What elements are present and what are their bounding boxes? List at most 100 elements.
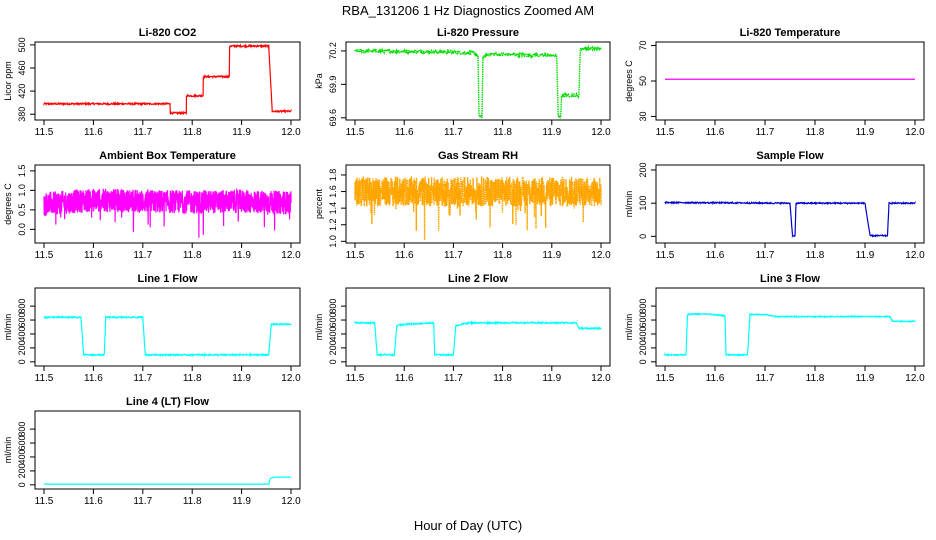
y-tick-label: 0 (638, 234, 648, 239)
panel-rh: Gas Stream RH percent 11.5 11.6 11.7 11.8 11.9… (314, 150, 611, 261)
y-tick-label: 70.2 (328, 42, 338, 60)
y-tick-label: 200 (17, 463, 27, 478)
series-line (43, 314, 292, 358)
x-tick-label: 11.7 (444, 373, 463, 384)
y-tick-label: 1.2 (328, 218, 338, 231)
x-tick-label: 12.0 (281, 250, 301, 261)
y-tick-label: 400 (328, 326, 338, 341)
y-tick-label: 200 (638, 340, 648, 355)
x-tick-label: 12.0 (905, 127, 925, 138)
panel-title: Li-820 Pressure (437, 27, 519, 39)
y-tick-label: 1.4 (328, 202, 338, 215)
x-tick-label: 11.8 (183, 127, 202, 138)
y-tick-label: 600 (17, 313, 27, 328)
x-tick-label: 11.8 (493, 250, 512, 261)
panel-title: Ambient Box Temperature (99, 150, 236, 162)
x-tick-label: 12.0 (905, 373, 925, 384)
plot-frame (345, 287, 611, 367)
x-tick-label: 11.7 (444, 127, 463, 138)
series-line (43, 43, 292, 116)
y-axis-label: Licor ppm (3, 61, 13, 101)
y-tick-label: 460 (17, 60, 27, 75)
y-tick-label: 800 (638, 299, 648, 314)
panel-title: Li-820 CO2 (139, 27, 196, 39)
x-tick-label: 11.6 (84, 496, 103, 507)
panel-sampleflow: Sample Flow ml/min 11.5 11.6 11.7 11.8 11.9 12.… (624, 150, 925, 261)
y-tick-label: 0 (17, 482, 27, 487)
x-tick-label: 11.8 (183, 250, 202, 261)
x-tick-label: 11.9 (542, 250, 561, 261)
x-tick-label: 11.8 (493, 373, 512, 384)
panel-co2: Li-820 CO2 Licor ppm 11.5 11.6 11.7 11.8 11.9 1… (3, 27, 301, 138)
x-tick-label: 11.7 (444, 250, 463, 261)
x-tick-label: 11.5 (656, 250, 675, 261)
y-tick-label: 1.8 (328, 169, 338, 182)
series-line (354, 44, 602, 119)
series-line (354, 320, 602, 358)
x-tick-label: 11.6 (84, 250, 103, 261)
x-tick-label: 11.5 (656, 373, 675, 384)
y-tick-label: 1.5 (17, 165, 27, 178)
x-tick-label: 11.6 (84, 127, 103, 138)
x-tick-label: 11.6 (706, 127, 725, 138)
x-tick-label: 12.0 (281, 373, 301, 384)
x-tick-label: 12.0 (591, 373, 611, 384)
y-tick-label: 50 (638, 76, 648, 86)
y-tick-label: 400 (638, 326, 648, 341)
y-tick-label: 600 (17, 436, 27, 451)
series-line (354, 175, 602, 240)
y-tick-label: 200 (638, 162, 648, 177)
x-tick-label: 11.5 (35, 496, 54, 507)
panel-title: Gas Stream RH (438, 150, 518, 162)
x-tick-label: 11.8 (183, 496, 202, 507)
x-tick-label: 11.9 (232, 373, 251, 384)
y-tick-label: 400 (17, 449, 27, 464)
panel-title: Li-820 Temperature (740, 27, 841, 39)
x-tick-label: 11.9 (232, 250, 251, 261)
y-tick-label: 1.0 (328, 235, 338, 248)
x-tick-label: 11.8 (806, 250, 825, 261)
y-tick-label: 380 (17, 107, 27, 122)
panel-title: Line 3 Flow (760, 273, 820, 285)
plot-frame (34, 41, 301, 121)
y-tick-label: 800 (328, 299, 338, 314)
y-tick-label: 30 (638, 111, 648, 121)
y-tick-label: 69.6 (328, 109, 338, 127)
series-line (664, 200, 916, 239)
x-tick-label: 11.7 (133, 373, 152, 384)
x-tick-label: 11.9 (232, 496, 251, 507)
plot-frame (345, 41, 611, 121)
y-tick-label: 400 (17, 326, 27, 341)
x-tick-label: 11.9 (542, 373, 561, 384)
x-tick-label: 11.5 (656, 127, 675, 138)
y-tick-label: 0 (17, 359, 27, 364)
y-axis-label: percent (314, 188, 324, 219)
y-axis-label: kPa (314, 73, 324, 89)
plot-frame (655, 164, 925, 244)
y-tick-label: 200 (17, 340, 27, 355)
y-tick-label: 200 (328, 340, 338, 355)
y-tick-label: 0 (328, 359, 338, 364)
plot-frame (655, 287, 925, 367)
panel-title: Line 1 Flow (138, 273, 198, 285)
x-tick-label: 11.6 (395, 373, 414, 384)
y-axis-label: ml/min (3, 437, 13, 464)
panel-title: Line 2 Flow (448, 273, 508, 285)
y-axis-label: ml/min (3, 314, 13, 341)
series-line (664, 312, 916, 357)
panel-line3: Line 3 Flow ml/min 11.5 11.6 11.7 11.8 11.9 12.… (624, 273, 925, 384)
x-tick-label: 12.0 (591, 127, 611, 138)
panel-line2: Line 2 Flow ml/min 11.5 11.6 11.7 11.8 11.9 12.… (314, 273, 611, 384)
x-tick-label: 12.0 (281, 127, 301, 138)
panel-line1: Line 1 Flow ml/min 11.5 11.6 11.7 11.8 11.9 12.… (3, 273, 301, 384)
y-tick-label: 800 (17, 299, 27, 314)
y-tick-label: 500 (17, 37, 27, 52)
y-tick-label: 600 (328, 313, 338, 328)
plot-frame (34, 287, 301, 367)
plot-frame (34, 164, 301, 244)
x-tick-label: 11.5 (35, 250, 54, 261)
y-axis-label: ml/min (624, 314, 634, 341)
x-tick-label: 12.0 (591, 250, 611, 261)
series-line (43, 187, 292, 238)
